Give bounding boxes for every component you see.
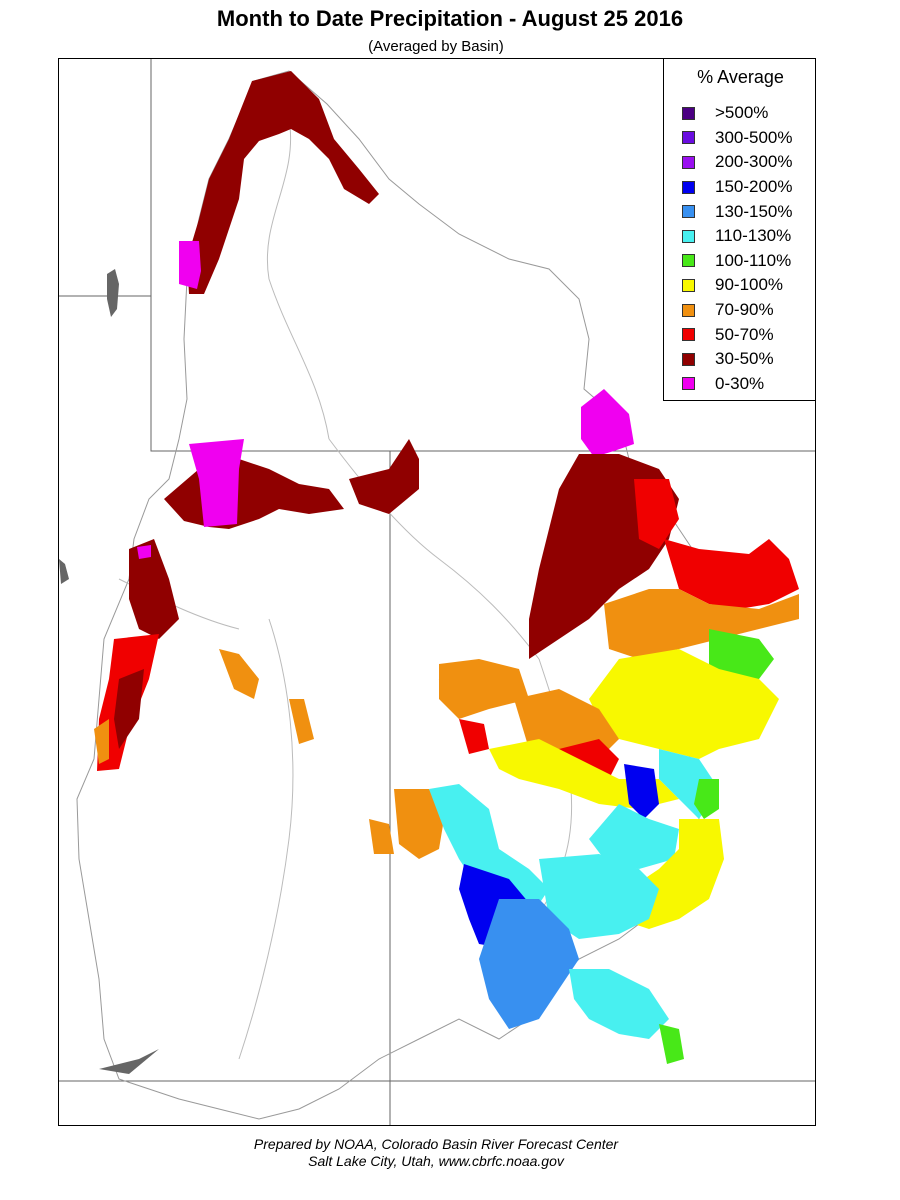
basin-70-90-east: [604, 589, 799, 659]
lake-1: [107, 269, 119, 317]
basin-70-90-south-2: [369, 819, 394, 854]
legend-item: 110-130%: [682, 224, 793, 249]
legend-item: 300-500%: [682, 126, 793, 151]
basin-110-130-south-2: [539, 854, 659, 939]
legend-item: 30-50%: [682, 347, 793, 372]
legend-item: >500%: [682, 101, 793, 126]
basin-110-130-south: [429, 784, 549, 919]
precip-areas: [94, 71, 799, 1064]
legend-swatch: [682, 377, 695, 391]
map-subtitle: (Averaged by Basin): [368, 38, 504, 55]
basin-100-110-east-2: [694, 779, 719, 819]
legend-swatch: [682, 131, 695, 145]
basin-50-70-mid: [459, 719, 489, 754]
legend-label: 0-30%: [715, 373, 765, 393]
legend-label: 150-200%: [715, 177, 793, 197]
basin-70-90-central: [439, 659, 529, 719]
legend-item: 200-300%: [682, 150, 793, 175]
lake-2: [59, 559, 69, 584]
basin-30-50-west: [129, 539, 179, 639]
legend-swatch: [682, 229, 695, 243]
legend-title: % Average: [697, 67, 784, 87]
lake-3: [99, 1049, 159, 1074]
legend-label: 100-110%: [715, 250, 792, 270]
basin-130-150-south: [479, 899, 579, 1029]
legend-label: 300-500%: [715, 127, 793, 147]
legend-label: >500%: [715, 103, 769, 123]
basin-0-30-north: [179, 241, 201, 289]
legend-swatch: [682, 205, 695, 219]
basin-110-130-east: [589, 804, 679, 869]
legend-swatch: [682, 303, 695, 317]
legend-item: 100-110%: [682, 249, 793, 274]
legend-label: 90-100%: [715, 275, 784, 295]
legend-item: 90-100%: [682, 273, 793, 298]
lakes: [59, 269, 159, 1074]
legend-label: 110-130%: [715, 226, 792, 246]
basin-150-200-mid: [624, 764, 659, 819]
basin-70-90-south: [394, 789, 444, 859]
legend-swatch: [682, 106, 695, 120]
legend: % Average >500% 300-500% 200-300% 150-20…: [663, 58, 816, 401]
legend-label: 50-70%: [715, 324, 774, 344]
basin-0-30-northeast: [581, 389, 634, 457]
legend-swatch: [682, 155, 695, 169]
basin-110-130-southeast: [569, 969, 669, 1039]
legend-label: 130-150%: [715, 201, 793, 221]
legend-item: 70-90%: [682, 298, 793, 323]
basin-50-70-east: [634, 479, 679, 549]
basin-30-50-central-east: [349, 439, 419, 514]
basin-outline: [76, 70, 720, 1120]
footer-line-1: Prepared by NOAA, Colorado Basin River F…: [253, 1136, 619, 1152]
basin-90-100-east: [589, 649, 779, 759]
legend-label: 70-90%: [715, 300, 774, 320]
map-frame: [58, 58, 816, 1126]
legend-label: 30-50%: [715, 349, 774, 369]
legend-label: 200-300%: [715, 152, 793, 172]
legend-swatch: [682, 328, 695, 342]
legend-item: 0-30%: [682, 372, 793, 397]
basin-70-90-small-2: [289, 699, 314, 744]
legend-swatch: [682, 352, 695, 366]
footer: Prepared by NOAA, Colorado Basin River F…: [0, 1136, 872, 1170]
legend-item: 50-70%: [682, 322, 793, 347]
basin-100-110-east: [709, 629, 774, 684]
footer-line-2: Salt Lake City, Utah, www.cbrfc.noaa.gov: [308, 1153, 564, 1169]
basin-0-30-central: [189, 439, 244, 527]
basin-100-110-southeast: [659, 1024, 684, 1064]
legend-swatch: [682, 180, 695, 194]
map-title: Month to Date Precipitation - August 25 …: [216, 6, 684, 31]
legend-swatch: [682, 278, 695, 292]
legend-item: 130-150%: [682, 199, 793, 224]
basin-map: [59, 59, 815, 1125]
basin-50-70-east-2: [664, 539, 799, 609]
basin-30-50-central: [164, 459, 344, 529]
legend-items: >500% 300-500% 200-300% 150-200% 130-150…: [682, 101, 793, 396]
legend-swatch: [682, 254, 695, 268]
basin-0-30-west: [137, 545, 151, 559]
basin-30-50-west-south: [114, 669, 144, 749]
basin-30-50-north: [187, 71, 379, 294]
basin-70-90-small-1: [219, 649, 259, 699]
basin-70-90-west: [94, 719, 109, 764]
legend-item: 150-200%: [682, 175, 793, 200]
